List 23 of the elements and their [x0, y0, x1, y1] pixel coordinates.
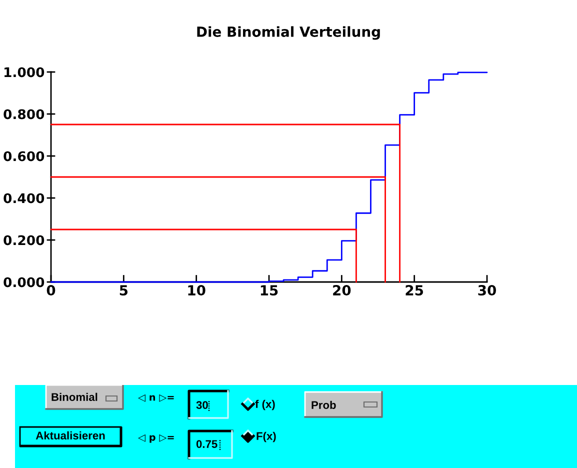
x-tick-label: 0 — [46, 285, 56, 296]
x-tick-label: 10 — [188, 285, 206, 296]
y-tick-label: 0.600 — [4, 151, 44, 162]
x-tick-label: 25 — [406, 285, 424, 296]
text: 0.75 — [196, 440, 218, 448]
chart-title: Die Binomial Verteilung — [197, 26, 380, 40]
y-tick-label: 1.000 — [4, 67, 44, 78]
x-tick-label: 20 — [333, 285, 351, 296]
y-tick-label: 0.800 — [4, 109, 44, 120]
text: Prob — [312, 400, 336, 409]
text: 30 — [196, 401, 208, 409]
y-tick-label: 0.000 — [4, 277, 44, 288]
y-tick-label: 0.400 — [4, 193, 44, 204]
text: Binomial — [52, 392, 98, 401]
text: F(x) — [256, 432, 276, 442]
text: ◁ n ▷= — [138, 394, 174, 402]
x-tick-label: 30 — [478, 285, 496, 296]
y-tick-label: 0.200 — [4, 235, 44, 246]
text: f (x) — [255, 400, 275, 410]
text: ◁ p ▷= — [138, 434, 174, 443]
x-tick-label: 15 — [260, 285, 278, 296]
text: Aktualisieren — [36, 431, 105, 440]
x-tick-label: 5 — [120, 285, 128, 296]
